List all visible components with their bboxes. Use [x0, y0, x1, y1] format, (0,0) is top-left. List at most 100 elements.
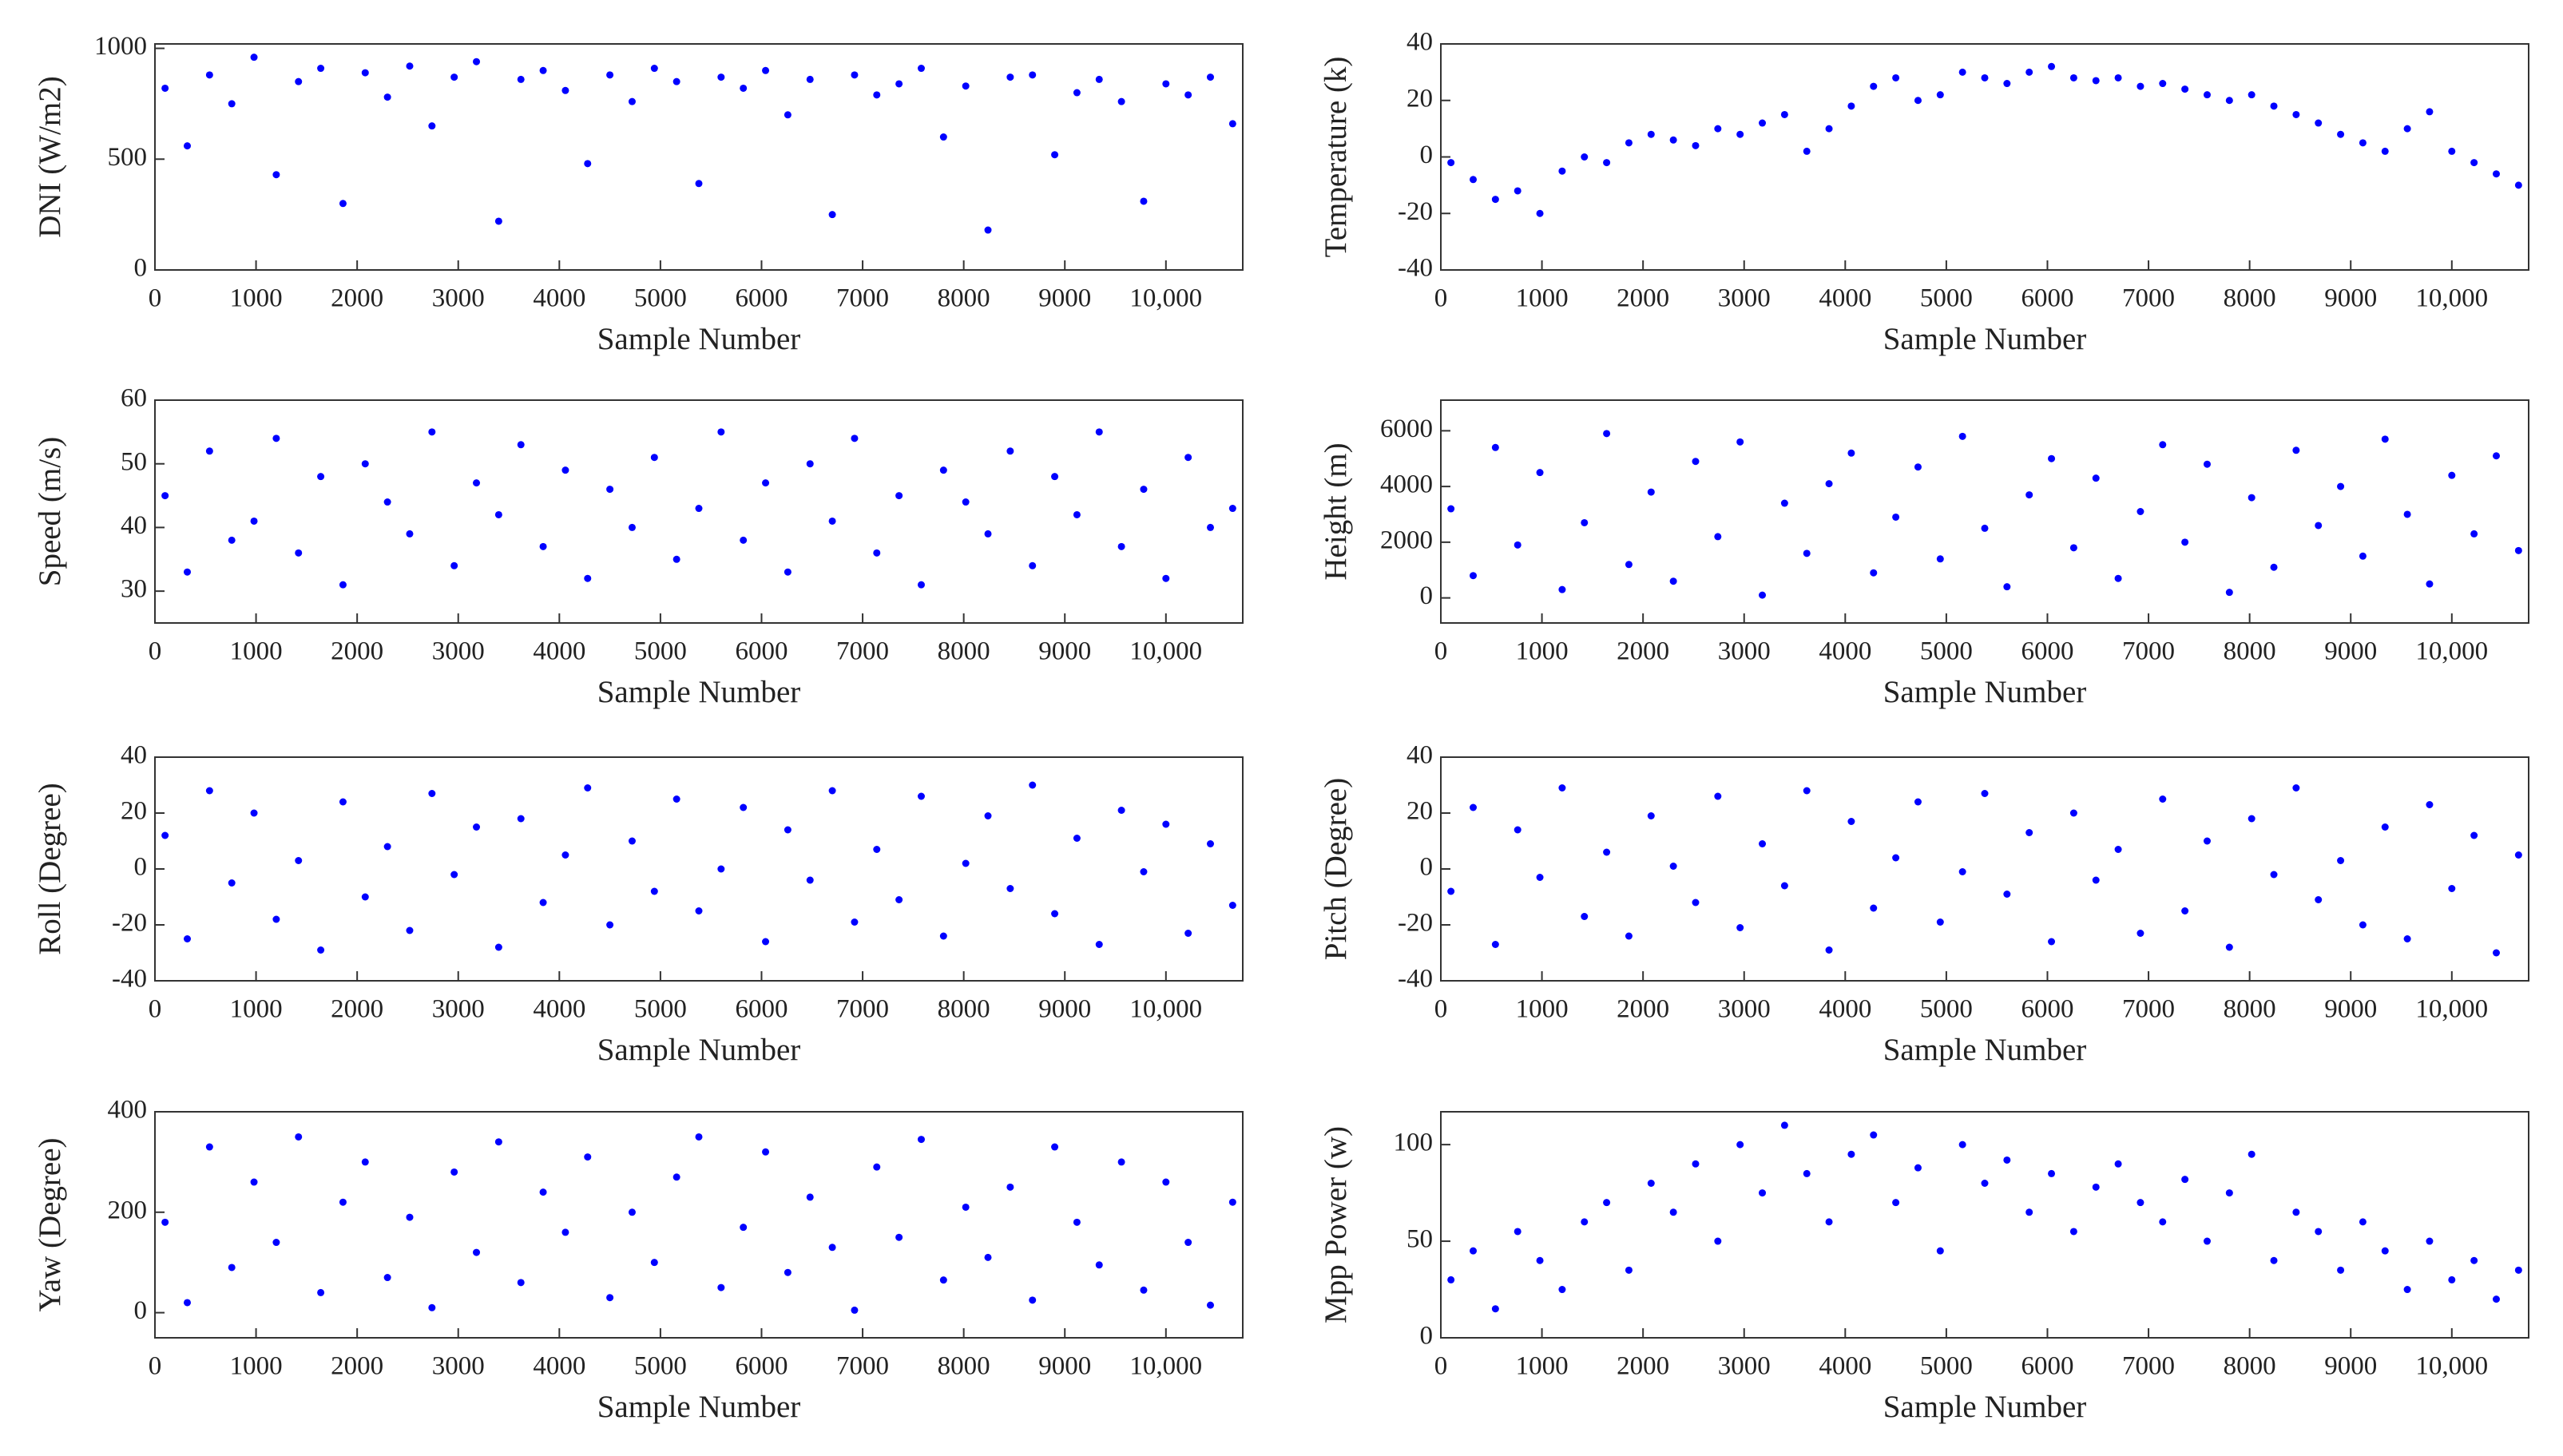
x-tick-label: 5000	[1920, 284, 1973, 313]
point	[1536, 1256, 1544, 1264]
point	[1558, 1286, 1566, 1294]
x-tick-label: 9000	[1038, 284, 1091, 313]
point	[1936, 555, 1944, 563]
x-axis-label: Sample Number	[597, 322, 801, 356]
plot-frame	[154, 756, 1244, 982]
point	[2025, 829, 2033, 836]
point	[1870, 569, 1878, 577]
x-tick-label: 6000	[735, 995, 788, 1024]
point	[784, 1268, 792, 1276]
point	[2181, 907, 2189, 914]
point	[1491, 443, 1499, 451]
point	[1029, 561, 1037, 569]
point	[1625, 561, 1633, 569]
point	[1847, 818, 1855, 825]
point	[1051, 1143, 1059, 1151]
point	[250, 517, 258, 525]
point	[1692, 458, 1700, 466]
point	[672, 77, 680, 85]
point	[295, 1133, 303, 1141]
x-tick-label: 8000	[2224, 637, 2276, 666]
point	[1095, 428, 1103, 436]
point	[228, 536, 236, 544]
point	[2426, 108, 2434, 116]
x-tick-label: 3000	[432, 284, 485, 313]
point	[1228, 120, 1236, 128]
point	[2248, 1150, 2256, 1158]
x-tick-label: 6000	[2021, 1352, 2073, 1381]
x-tick-label: 6000	[2021, 284, 2073, 313]
x-tick-label: 1000	[1516, 995, 1569, 1024]
point	[1892, 73, 1900, 81]
y-tick-label: 0	[134, 853, 148, 882]
point	[1669, 1208, 1677, 1216]
point	[1558, 167, 1566, 175]
point	[584, 784, 592, 791]
point	[2403, 1286, 2411, 1294]
point	[2114, 846, 2122, 853]
point	[2514, 851, 2522, 859]
point	[1936, 91, 1944, 99]
point	[828, 517, 836, 525]
point	[1647, 130, 1655, 138]
y-tick-label: 40	[1406, 28, 1433, 57]
x-tick-label: 6000	[735, 1352, 788, 1381]
point	[1625, 1266, 1633, 1274]
point	[2114, 574, 2122, 582]
point	[2470, 831, 2478, 839]
point	[2203, 460, 2211, 468]
point	[2248, 815, 2256, 823]
point	[1470, 803, 1478, 811]
point	[2403, 935, 2411, 942]
point	[494, 217, 502, 225]
point	[1470, 1247, 1478, 1255]
point	[762, 66, 770, 74]
point	[851, 918, 859, 926]
point	[2403, 125, 2411, 133]
x-tick-label: 6000	[2021, 995, 2073, 1024]
point	[717, 428, 725, 436]
point	[2069, 73, 2077, 81]
point	[784, 111, 792, 119]
point	[1603, 1199, 1611, 1207]
point	[939, 133, 947, 141]
point	[2359, 921, 2367, 929]
point	[1736, 130, 1744, 138]
point	[1514, 187, 1522, 195]
point	[895, 80, 903, 88]
point	[2514, 546, 2522, 554]
point	[2159, 1218, 2167, 1226]
point	[828, 787, 836, 795]
point	[2492, 1295, 2500, 1303]
y-axis-label: Roll (Degree)	[33, 783, 67, 955]
x-tick-label: 2000	[1617, 1352, 1669, 1381]
point	[740, 803, 748, 811]
x-tick-label: 3000	[432, 1352, 485, 1381]
point	[1759, 1189, 1767, 1197]
y-tick-label: 0	[1420, 141, 1434, 169]
point	[561, 466, 569, 474]
x-tick-label: 0	[1434, 284, 1448, 313]
point	[717, 865, 725, 873]
point	[1958, 1141, 1966, 1149]
point	[1140, 486, 1148, 494]
point	[628, 97, 636, 105]
point	[717, 1283, 725, 1291]
panel: 0 1000 2000 3000 4000 5000 6000 7000 8000 9000 10,…	[1319, 1111, 2529, 1424]
point	[473, 823, 481, 831]
x-tick-label: 5000	[634, 1352, 687, 1381]
point	[917, 581, 925, 589]
y-tick-label: 6000	[1380, 415, 1433, 443]
point	[1870, 1131, 1878, 1139]
point	[2225, 1189, 2233, 1197]
y-axis-label: Mpp Power (w)	[1319, 1126, 1353, 1323]
x-tick-label: 8000	[2224, 995, 2276, 1024]
point	[339, 200, 347, 208]
point	[2069, 809, 2077, 817]
point	[1206, 523, 1214, 531]
y-tick-label: 40	[121, 741, 147, 770]
y-tick-label: 4000	[1380, 470, 1433, 499]
x-tick-label: 9000	[2324, 995, 2377, 1024]
point	[494, 943, 502, 951]
